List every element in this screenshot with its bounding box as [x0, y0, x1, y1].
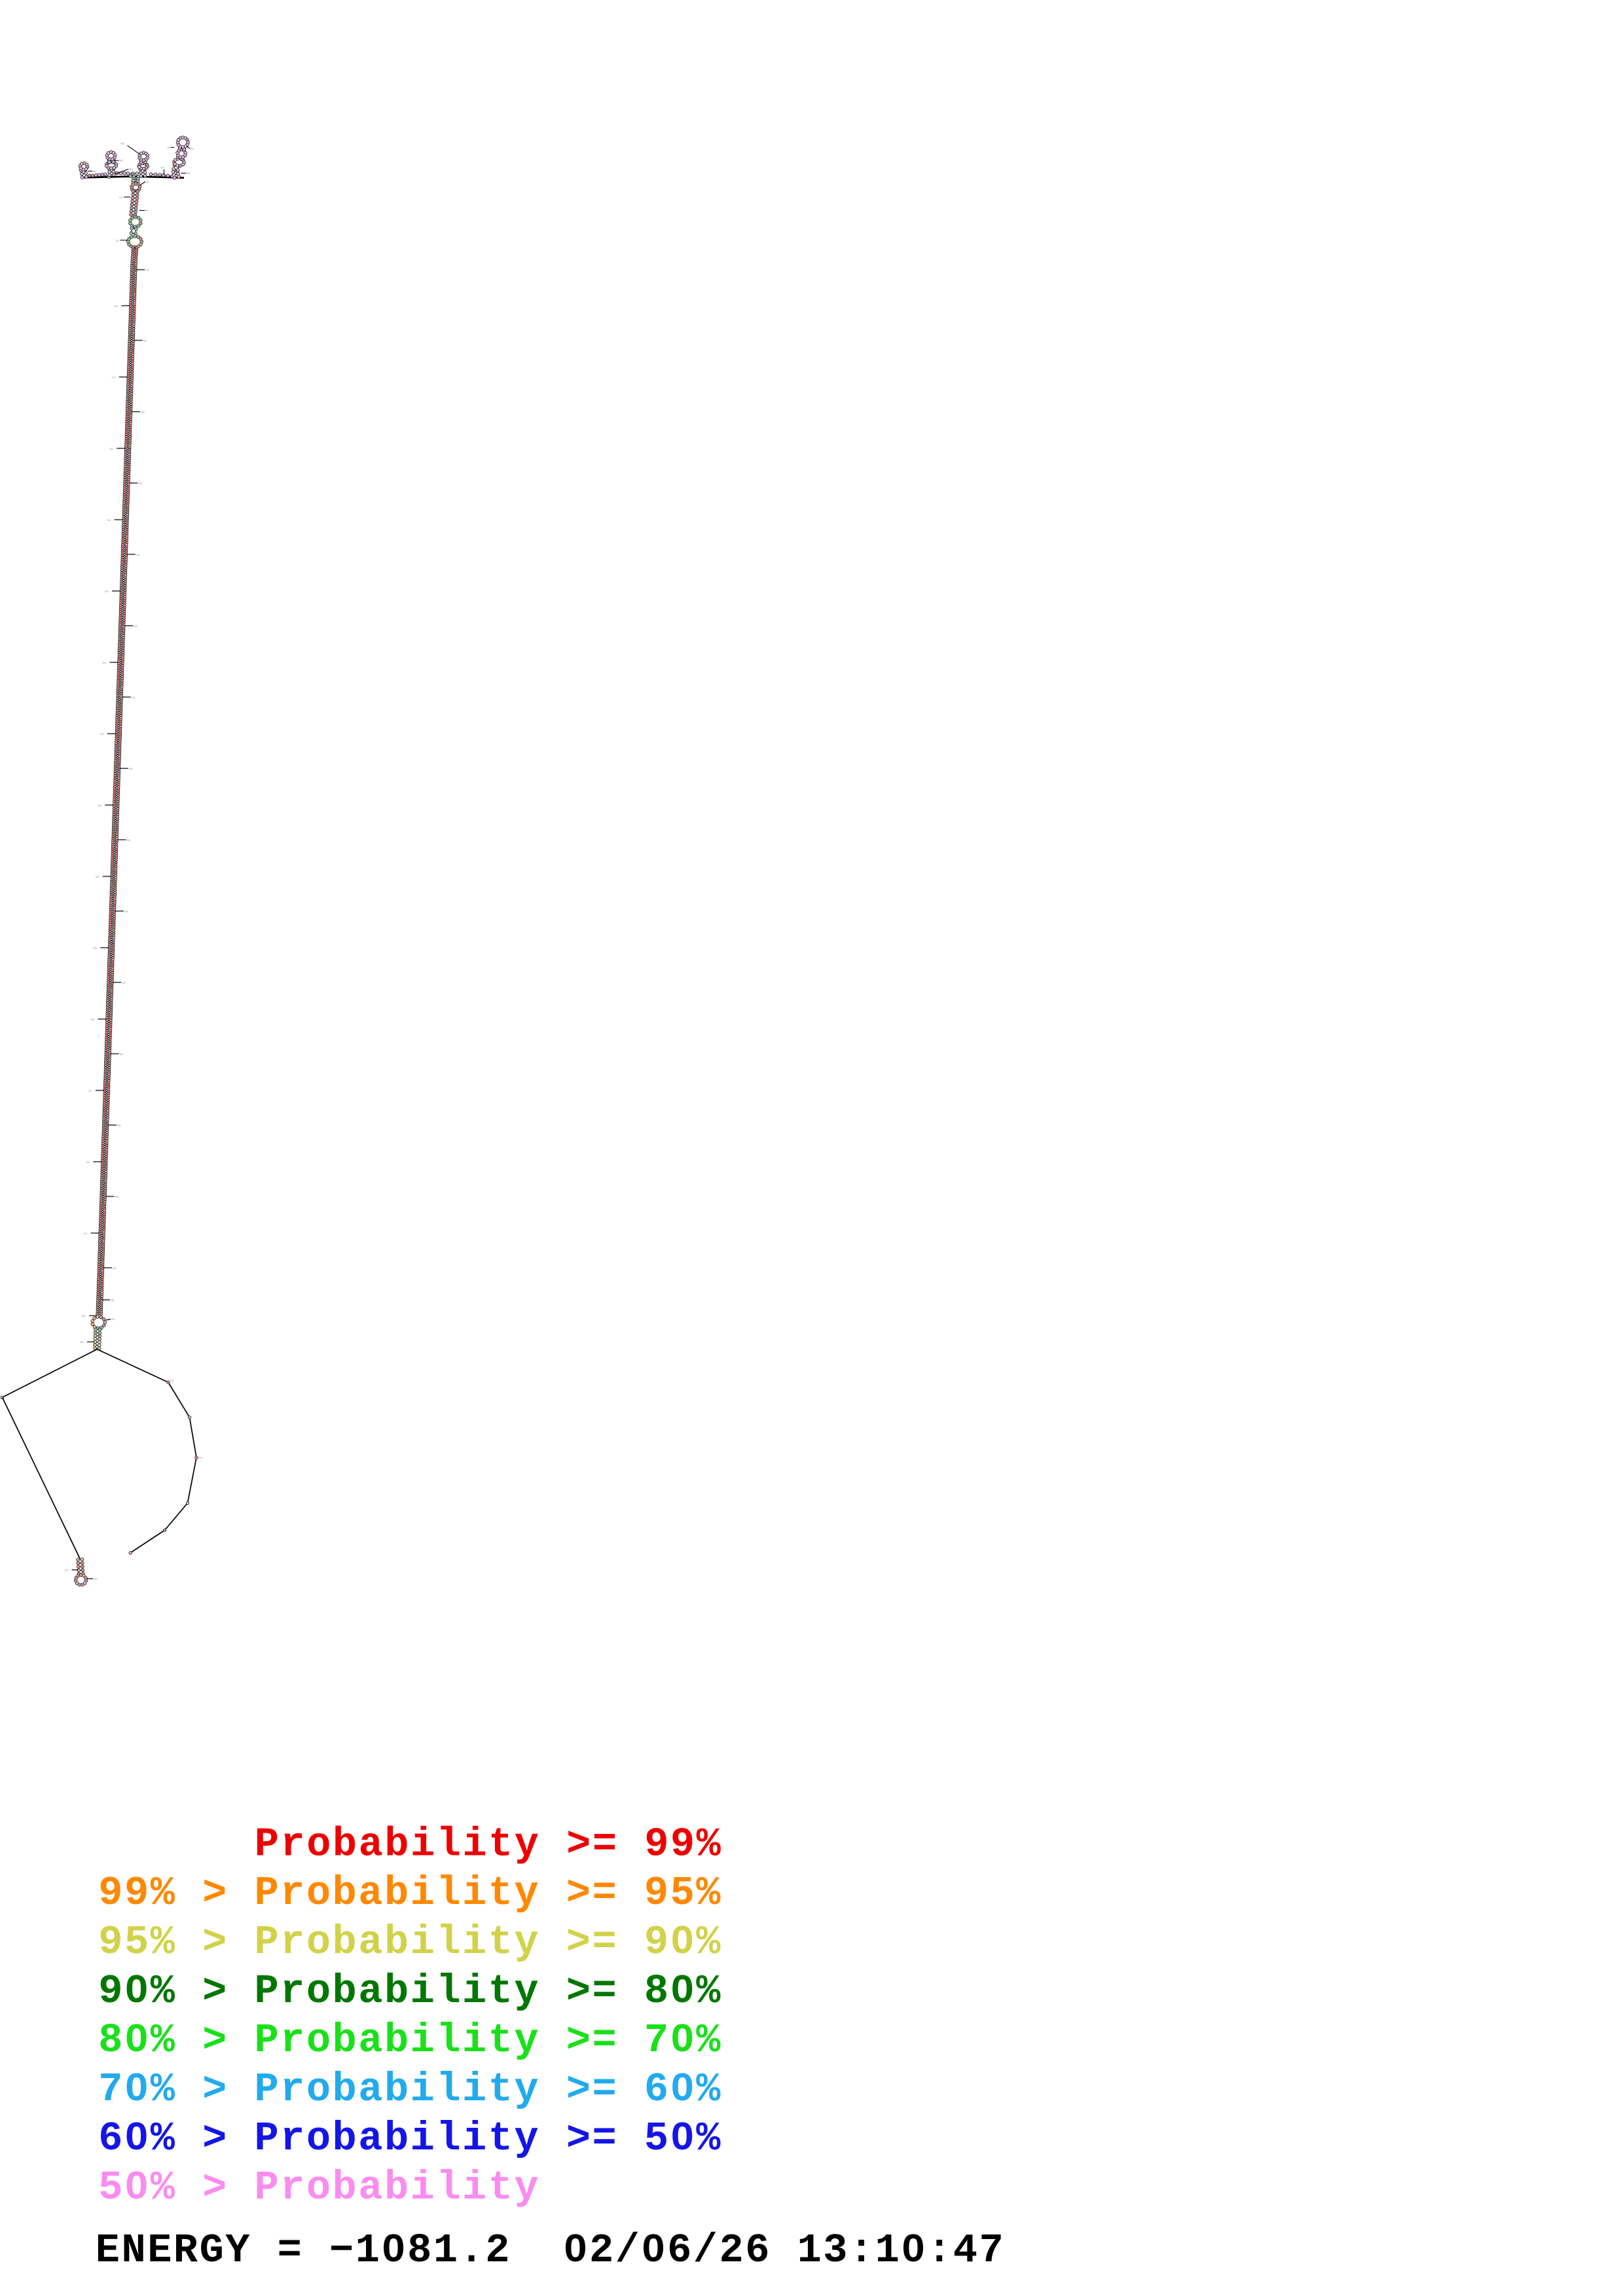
svg-text:330: 330: [93, 947, 97, 950]
svg-text:540: 540: [94, 1578, 98, 1581]
svg-text:100: 100: [146, 181, 150, 183]
svg-text:190: 190: [109, 448, 113, 450]
svg-text:380: 380: [115, 1196, 119, 1198]
svg-text:580: 580: [111, 1299, 115, 1302]
svg-text:260: 260: [129, 768, 133, 770]
svg-text:220: 220: [134, 625, 137, 628]
svg-text:340: 340: [120, 1053, 124, 1056]
svg-text:370: 370: [161, 167, 165, 170]
svg-text:370: 370: [88, 1090, 92, 1092]
svg-text:180: 180: [139, 482, 143, 485]
svg-text:110: 110: [119, 196, 122, 199]
svg-text:Probability >= 99%: Probability >= 99%: [255, 1821, 723, 1867]
svg-text:250: 250: [102, 662, 106, 664]
svg-text:410: 410: [84, 1232, 88, 1235]
svg-text:ENERGY = −1081.2 02/06/26 13:: ENERGY = −1081.2 02/06/26 13:10:47: [96, 2227, 1005, 2274]
svg-text:240: 240: [132, 696, 136, 699]
svg-text:270: 270: [100, 733, 104, 736]
svg-text:350: 350: [91, 1018, 95, 1021]
svg-text:400: 400: [113, 1267, 117, 1270]
svg-text:99% > Probability >= 95%: 99% > Probability >= 95%: [98, 1870, 722, 1916]
svg-text:530: 530: [111, 1318, 115, 1321]
svg-text:90: 90: [145, 209, 148, 212]
svg-text:360: 360: [117, 1124, 121, 1127]
svg-text:400: 400: [191, 148, 194, 151]
svg-text:170: 170: [112, 376, 116, 379]
svg-text:140: 140: [143, 340, 147, 342]
svg-text:230: 230: [105, 590, 109, 593]
svg-text:460: 460: [93, 170, 97, 173]
svg-text:210: 210: [107, 519, 111, 522]
svg-text:60% > Probability >= 50%: 60% > Probability >= 50%: [98, 2115, 722, 2162]
svg-text:510: 510: [171, 1380, 175, 1382]
svg-text:140: 140: [145, 269, 149, 272]
svg-text:120: 120: [115, 240, 119, 242]
svg-text:320: 320: [122, 982, 126, 984]
svg-text:560: 560: [82, 1315, 86, 1318]
svg-text:410: 410: [129, 168, 133, 171]
svg-text:430: 430: [120, 143, 124, 145]
svg-text:280: 280: [127, 839, 131, 842]
svg-text:90% > Probability >= 80%: 90% > Probability >= 80%: [98, 1968, 722, 2015]
svg-text:570: 570: [65, 1569, 69, 1571]
svg-text:520: 520: [199, 1457, 203, 1460]
svg-text:70% > Probability >= 60%: 70% > Probability >= 60%: [98, 2066, 722, 2113]
svg-text:95% > Probability >= 90%: 95% > Probability >= 90%: [98, 1919, 722, 1965]
svg-text:50% > Probability: 50% > Probability: [98, 2164, 540, 2211]
svg-text:80% > Probability >= 70%: 80% > Probability >= 70%: [98, 2017, 722, 2064]
svg-text:450: 450: [119, 160, 123, 162]
svg-text:290: 290: [98, 804, 101, 807]
svg-text:150: 150: [114, 305, 118, 308]
svg-text:380: 380: [187, 172, 191, 175]
svg-text:160: 160: [141, 411, 145, 414]
svg-text:390: 390: [168, 147, 172, 149]
svg-text:300: 300: [124, 910, 128, 913]
svg-text:550: 550: [81, 1341, 84, 1344]
svg-text:390: 390: [86, 1161, 90, 1164]
svg-text:310: 310: [96, 876, 100, 878]
svg-text:200: 200: [136, 554, 140, 556]
